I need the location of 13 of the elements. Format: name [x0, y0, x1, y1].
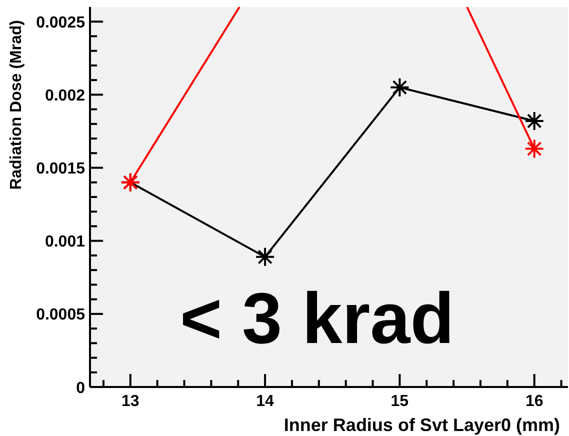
x-tick-label: 14: [256, 393, 274, 410]
x-tick-label: 15: [390, 393, 409, 410]
x-axis-title: Inner Radius of Svt Layer0 (mm): [284, 415, 560, 435]
y-tick-label: 0.0005: [36, 306, 86, 324]
x-tick-label: 13: [121, 393, 140, 410]
y-tick-label: 0.0025: [36, 14, 86, 32]
y-tick-label: 0.002: [44, 87, 86, 104]
y-tick-label: 0: [76, 380, 86, 397]
y-axis-title: Radiation Dose (Mrad): [8, 20, 25, 190]
y-tick-label: 0.001: [44, 234, 86, 251]
annotation: < 3 krad: [180, 279, 454, 359]
y-tick-label: 0.0015: [36, 160, 86, 178]
x-tick-label: 16: [525, 393, 544, 410]
